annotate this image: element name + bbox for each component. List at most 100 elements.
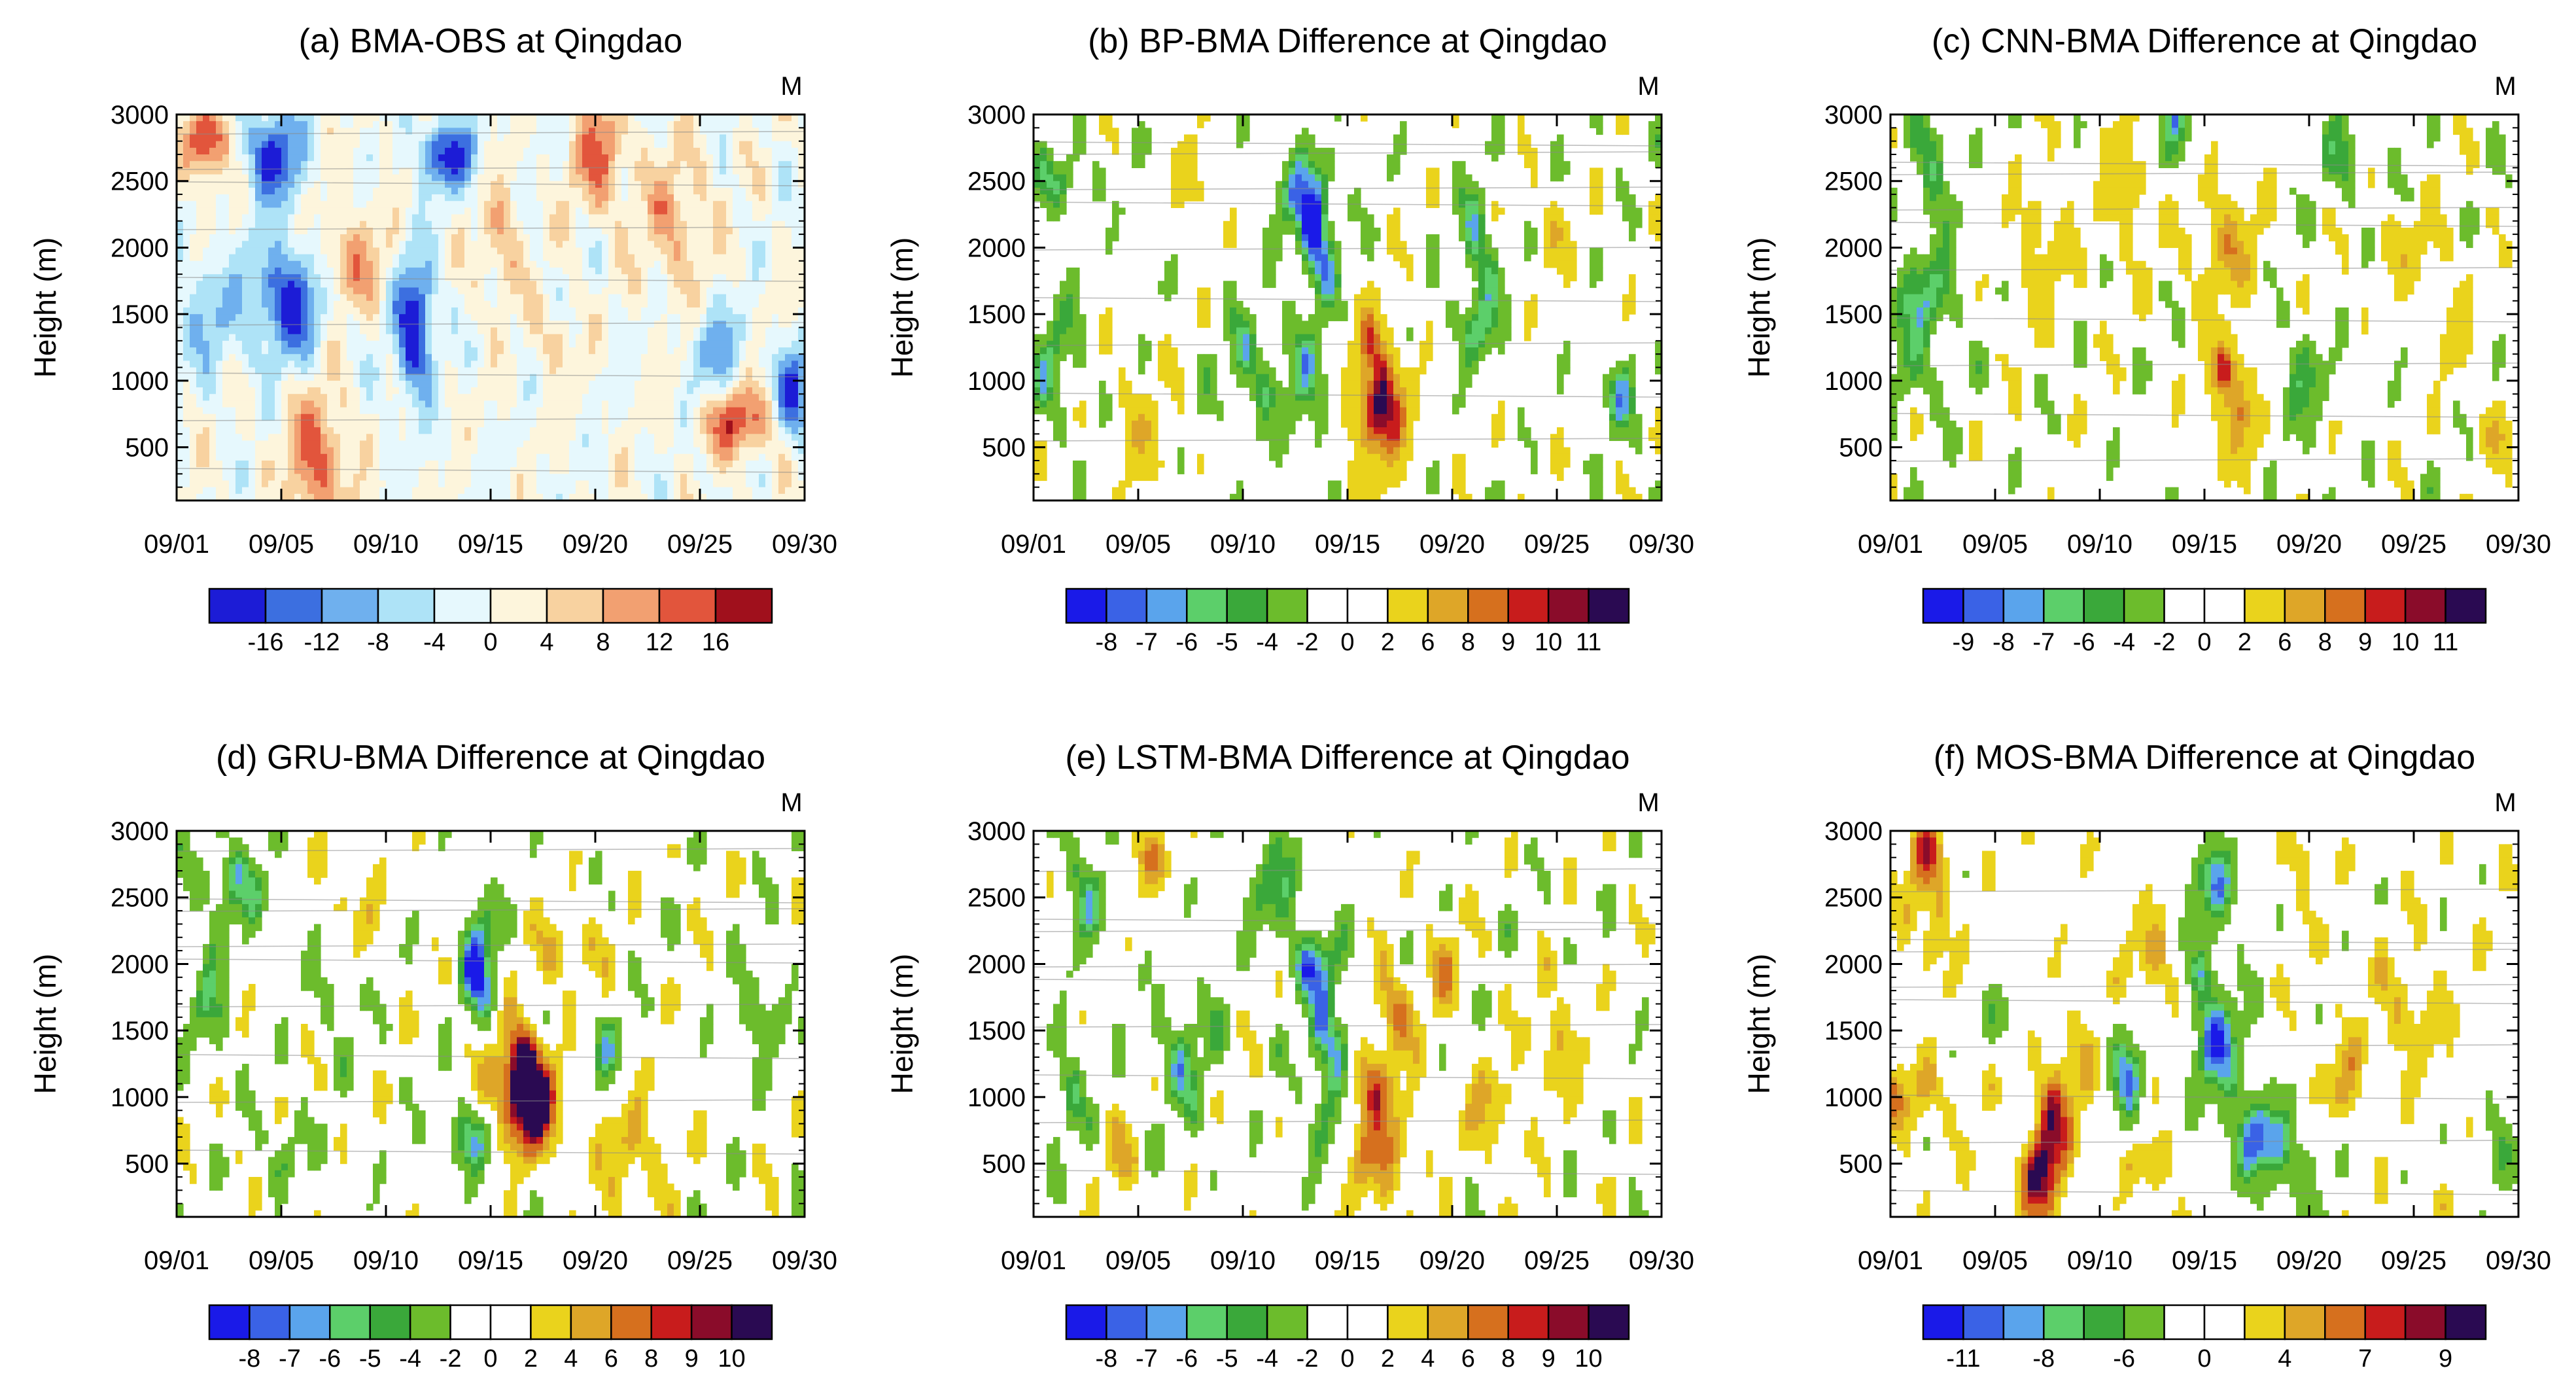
field-cell: [563, 214, 570, 222]
field-cell: [693, 194, 701, 202]
field-cell: [399, 413, 406, 421]
field-cell: [242, 128, 249, 135]
field-cell: [615, 128, 622, 135]
field-cell: [595, 440, 602, 448]
field-cell: [713, 161, 720, 168]
field-cell: [615, 493, 622, 500]
field-cell: [621, 161, 629, 168]
field-cell: [491, 227, 498, 235]
field-cell: [438, 281, 445, 289]
field-cell: [255, 307, 262, 315]
field-cell: [321, 181, 328, 188]
field-cell: [491, 167, 498, 175]
field-cell: [445, 447, 452, 455]
field-cell: [517, 413, 524, 421]
field-cell: [687, 300, 694, 308]
field-cell: [517, 267, 524, 275]
field-cell: [203, 128, 210, 135]
field-cell: [281, 440, 288, 448]
field-cell: [628, 247, 635, 255]
field-cell: [379, 121, 387, 128]
field-cell: [602, 201, 609, 209]
field-cell: [471, 294, 478, 302]
field-cell: [366, 487, 374, 495]
field-cell: [327, 300, 334, 308]
field-cell: [347, 307, 354, 315]
field-cell: [425, 440, 432, 448]
field-cell: [216, 440, 223, 448]
field-cell: [458, 367, 465, 375]
field-cell: [680, 420, 688, 428]
field-cell: [530, 474, 537, 482]
field-cell: [615, 141, 622, 149]
field-cell: [203, 154, 210, 162]
field-cell: [484, 413, 491, 421]
field-cell: [183, 154, 190, 162]
field-cell: [726, 374, 733, 381]
field-cell: [340, 294, 347, 302]
field-cell: [726, 407, 733, 415]
field-cell: [196, 380, 203, 388]
field-cell: [733, 207, 740, 215]
field-cell: [340, 274, 347, 281]
field-cell: [504, 161, 511, 168]
field-cell: [386, 174, 393, 182]
field-cell: [713, 234, 720, 241]
field-cell: [648, 260, 655, 268]
field-cell: [360, 267, 367, 275]
field-cell: [216, 467, 223, 474]
field-cell: [720, 234, 727, 241]
field-cell: [281, 340, 288, 348]
field-cell: [720, 267, 727, 275]
field-cell: [563, 167, 570, 175]
field-cell: [425, 287, 432, 295]
field-cell: [288, 227, 295, 235]
field-cell: [392, 334, 400, 342]
field-cell: [497, 487, 504, 495]
field-cell: [556, 274, 563, 281]
field-cell: [523, 307, 531, 315]
field-cell: [458, 281, 465, 289]
field-cell: [543, 134, 550, 142]
field-cell: [471, 360, 478, 368]
field-cell: [615, 161, 622, 168]
field-cell: [353, 413, 360, 421]
field-cell: [654, 367, 661, 375]
field-cell: [602, 347, 609, 355]
field-cell: [203, 413, 210, 421]
field-cell: [713, 194, 720, 202]
field-cell: [484, 380, 491, 388]
field-cell: [687, 321, 694, 328]
field-cell: [275, 294, 282, 302]
field-cell: [386, 400, 393, 408]
field-cell: [654, 227, 661, 235]
field-cell: [576, 174, 583, 182]
field-cell: [595, 154, 602, 162]
field-cell: [288, 187, 295, 195]
field-cell: [392, 241, 400, 249]
field-cell: [641, 274, 648, 281]
field-cell: [203, 321, 210, 328]
field-cell: [294, 493, 302, 500]
field-cell: [438, 360, 445, 368]
field-cell: [523, 194, 531, 202]
field-cell: [451, 294, 459, 302]
field-cell: [294, 294, 302, 302]
field-cell: [196, 147, 203, 155]
field-cell: [235, 134, 243, 142]
field-cell: [327, 201, 334, 209]
field-cell: [438, 167, 445, 175]
field-cell: [288, 380, 295, 388]
field-cell: [563, 201, 570, 209]
field-cell: [288, 453, 295, 461]
field-cell: [347, 480, 354, 488]
field-cell: [392, 360, 400, 368]
field-cell: [314, 167, 321, 175]
field-cell: [438, 161, 445, 168]
field-cell: [379, 340, 387, 348]
field-cell: [334, 181, 341, 188]
field-cell: [334, 207, 341, 215]
field-cell: [569, 420, 576, 428]
field-cell: [399, 440, 406, 448]
